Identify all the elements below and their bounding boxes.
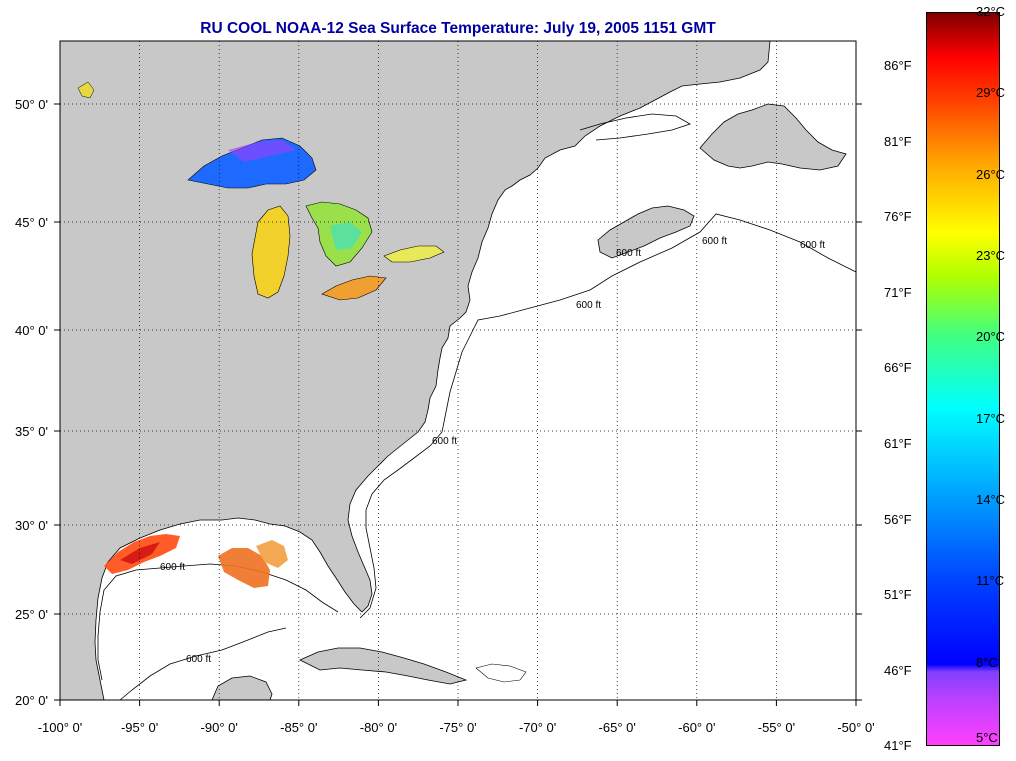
y-tick-label: 20° 0' [15,693,48,708]
colorbar-celsius-label: 5°C [976,730,998,745]
x-tick-label: -65° 0' [599,720,636,735]
x-tick-label: -70° 0' [519,720,556,735]
land-newfoundland [699,103,847,171]
contour-label-east: 600 ft [800,240,825,251]
y-tick-label: 40° 0' [15,323,48,338]
x-tick-label: -95° 0' [121,720,158,735]
land-north-america [59,40,771,701]
land-yucatan [211,675,273,701]
colorbar-celsius-label: 20°C [976,329,1006,345]
y-axis: 50° 0' 45° 0' 40° 0' 35° 0' 30° 0' 25° 0' 20° … [15,97,862,708]
colorbar-fahrenheit-label: 51°F [884,587,912,603]
y-tick-label: 30° 0' [15,518,48,533]
contour-label-gulf: 600 ft [160,562,185,573]
x-tick-label: -60° 0' [678,720,715,735]
land-cuba [299,647,468,685]
colorbar-fahrenheit-label: 41°F [884,738,912,753]
colorbar-fahrenheit-label: 66°F [884,360,912,376]
x-tick-label: -50° 0' [837,720,874,735]
contour-label-gulf-south: 600 ft [186,654,211,665]
x-tick-label: -85° 0' [280,720,317,735]
map-title: RU COOL NOAA-12 Sea Surface Temperature:… [200,20,716,37]
colorbar [926,12,1000,746]
colorbar-fahrenheit-label: 71°F [884,284,912,300]
colorbar-fahrenheit-label: 86°F [884,58,912,73]
lake-huron-cool [330,222,362,250]
y-tick-label: 50° 0' [15,97,48,112]
x-tick-label: -75° 0' [439,720,476,735]
shelf-contour-gulf [97,563,339,681]
x-axis: -100° 0' -95° 0' -90° 0' -85° 0' -80° 0' -75°… [38,700,875,735]
colorbar-gradient [926,12,1000,746]
lake-ontario [383,245,445,263]
y-tick-label: 25° 0' [15,607,48,622]
y-tick-label: 35° 0' [15,424,48,439]
gulf-sst-west-dark [120,542,160,564]
grid-lines [60,41,856,700]
colorbar-fahrenheit-label: 76°F [884,209,912,225]
shelf-contour-north [579,113,691,141]
colorbar-fahrenheit-label: 61°F [884,436,912,451]
colorbar-celsius-label: 26°C [976,166,1006,182]
shelf-contour-gulf-south [119,627,287,701]
contour-label-hatteras: 600 ft [432,436,457,447]
land-nova-scotia [597,205,695,259]
contour-label-grand-banks: 600 ft [702,236,727,247]
colorbar-fahrenheit-label: 46°F [884,662,912,678]
land-hispaniola [475,663,527,683]
gulf-sst-east [256,540,288,568]
colorbar-celsius-label: 14°C [976,492,1006,507]
contour-label-scotian: 600 ft [616,248,641,259]
x-tick-label: -100° 0' [38,720,83,735]
lake-winnipeg-region [77,81,95,99]
y-tick-label: 45° 0' [15,215,48,230]
colorbar-fahrenheit-label: 56°F [884,511,912,527]
colorbar-celsius-label: 29°C [976,85,1006,101]
x-tick-label: -90° 0' [201,720,238,735]
lake-michigan [251,205,291,299]
shelf-contour-atlantic [359,213,857,619]
lake-erie [321,275,387,301]
contour-label-gulf-of-maine: 600 ft [576,300,601,311]
colorbar-celsius-label: 8°C [976,654,998,670]
x-tick-label: -80° 0' [360,720,397,735]
colorbar-celsius-label: 23°C [976,248,1006,263]
lake-superior-warm [228,140,296,162]
colorbar-celsius-label: 17°C [976,410,1006,426]
colorbar-celsius-label: 32°C [976,4,1006,19]
gulf-sst-central [218,548,270,588]
colorbar-celsius-label: 11°C [976,573,1005,589]
x-tick-label: -55° 0' [758,720,795,735]
colorbar-fahrenheit-label: 81°F [884,133,912,149]
